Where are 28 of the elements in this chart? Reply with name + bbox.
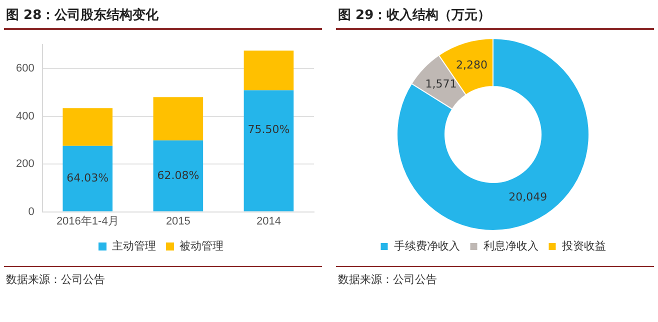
annotation: 64.03% [66,172,109,185]
y-tick-label: 0 [28,206,34,218]
source-note: 数据来源：公司公告 [336,266,654,292]
bar [62,146,113,212]
legend-label: 被动管理 [180,240,224,253]
x-tick-label: 2014 [256,215,281,228]
source-note: 数据来源：公司公告 [4,266,322,292]
bar [153,97,204,140]
annotation: 75.50% [248,123,290,136]
annotation: 62.08% [157,168,200,182]
y-tick-label: 400 [16,110,34,122]
bar [244,50,294,90]
y-tick-label: 200 [16,158,34,170]
legend-label: 投资收益 [560,240,606,253]
chart-title: 图 28：公司股东结构变化 [4,2,322,30]
data-label: 1,571 [425,78,457,90]
bar [244,90,294,212]
x-tick-label: 2016年1-4月 [56,215,119,228]
chart-title: 图 29：收入结构（万元） [336,2,654,30]
y-tick-label: 600 [16,62,34,75]
legend-label: 手续费净收入 [394,240,460,253]
legend-label: 利息净收入 [483,240,538,253]
bar [62,108,113,146]
legend-label: 主动管理 [112,240,156,253]
data-label: 2,280 [456,58,488,72]
x-tick-label: 2015 [166,215,190,228]
data-label: 20,049 [508,190,548,204]
bar [153,140,204,212]
